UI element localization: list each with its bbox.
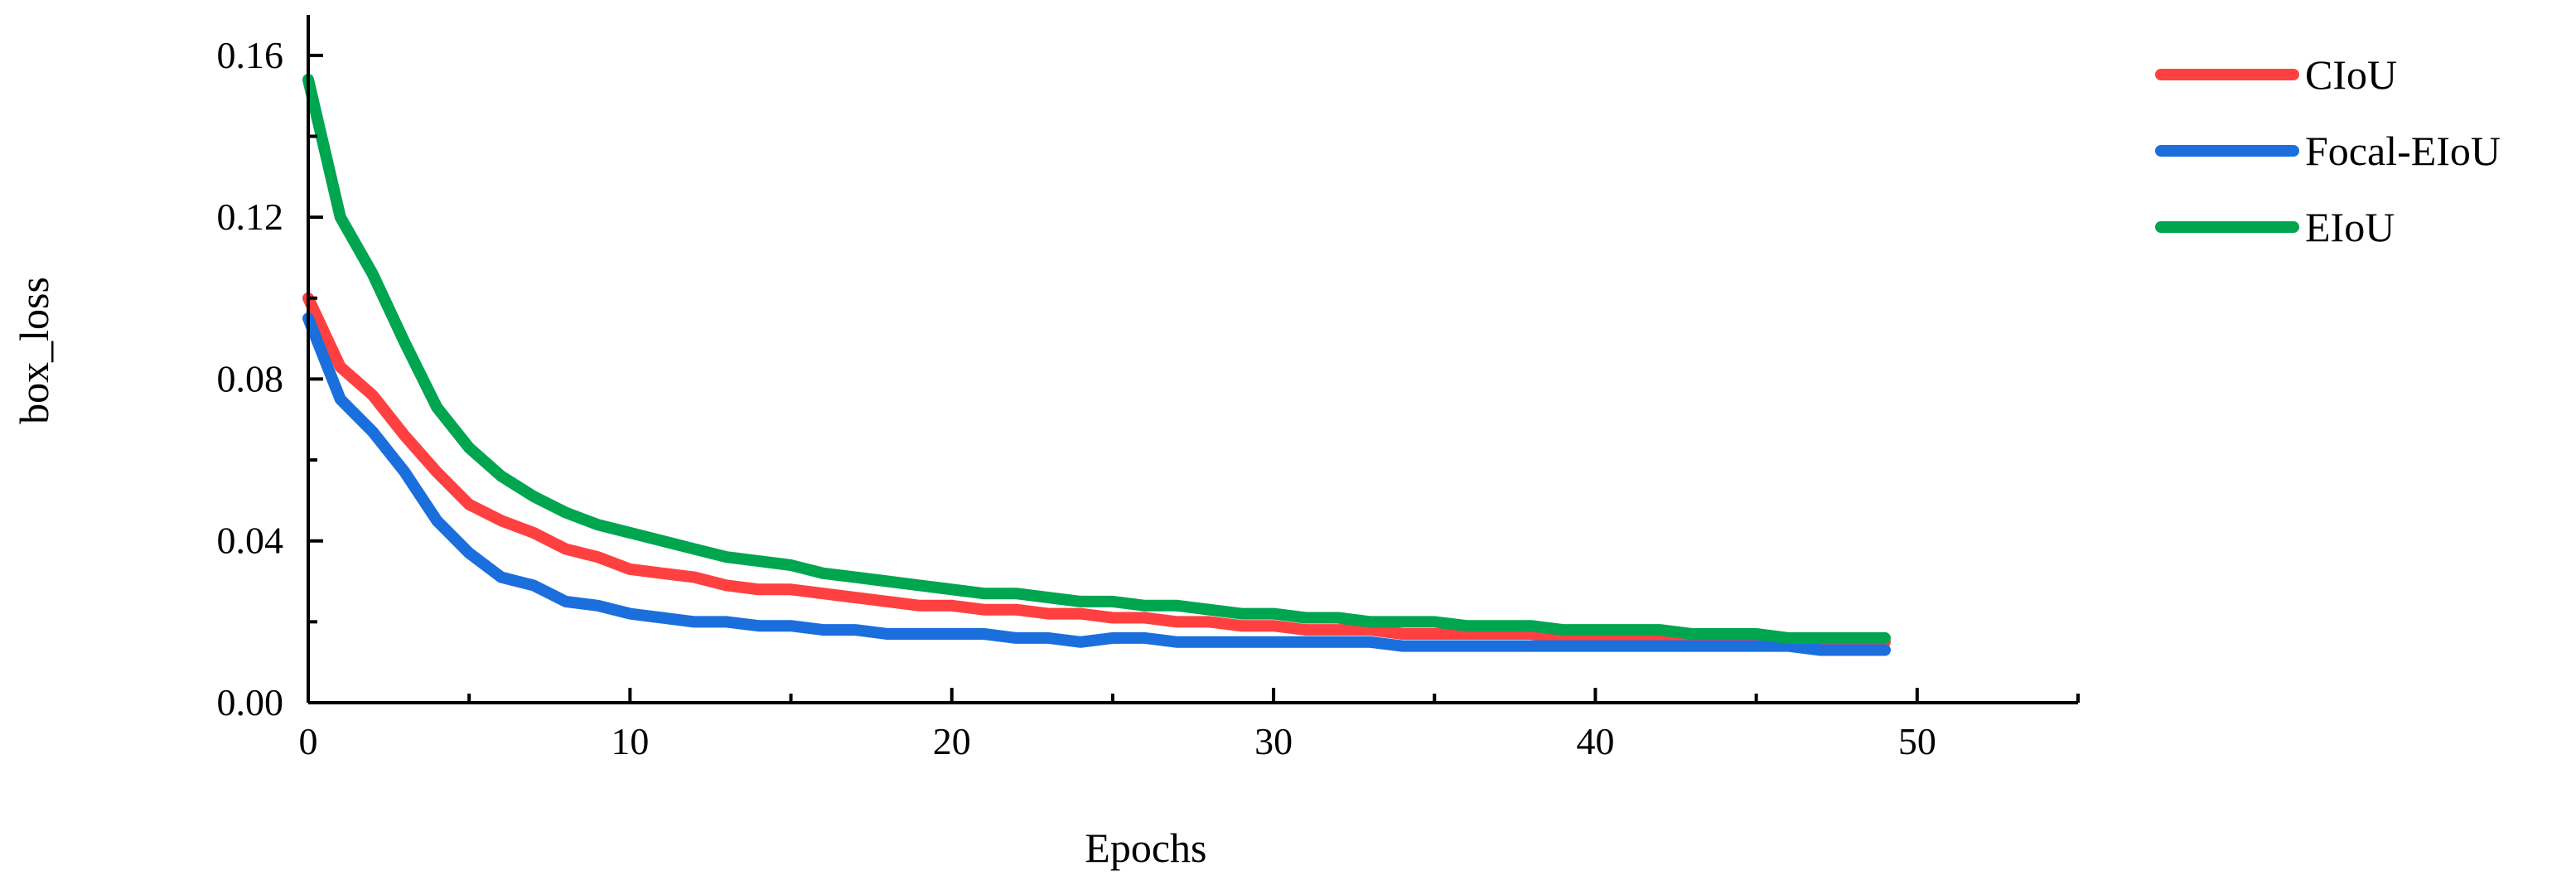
x-tick-label: 50: [1898, 720, 1936, 762]
legend-label: EIoU: [2305, 204, 2395, 250]
series-line-ciou: [302, 292, 1891, 648]
y-tick-label: 0.16: [217, 34, 284, 76]
y-tick-label: 0.08: [217, 357, 284, 399]
legend-label: Focal-EIoU: [2305, 128, 2501, 174]
y-axis-title: box_loss: [11, 277, 57, 424]
series-line-eiou: [302, 74, 1891, 644]
y-tick-label: 0.00: [217, 681, 284, 723]
legend-label: CIoU: [2305, 51, 2397, 98]
x-tick-label: 0: [299, 720, 318, 762]
x-axis-title: Epochs: [1085, 825, 1206, 871]
x-tick-label: 30: [1254, 720, 1293, 762]
legend: CIoU Focal-EIoU EIoU: [2155, 51, 2501, 250]
x-tick-label: 10: [611, 720, 649, 762]
axes: 0 10 20 30 40 50 0.00 0.04 0.08 0.12 0.16: [217, 15, 2080, 762]
x-tick-label: 40: [1576, 720, 1614, 762]
plot-area: [302, 74, 1891, 656]
y-tick-label: 0.12: [217, 196, 284, 238]
series-line-focal-eiou: [302, 312, 1891, 656]
y-tick-label: 0.04: [217, 520, 284, 562]
x-tick-label: 20: [933, 720, 971, 762]
